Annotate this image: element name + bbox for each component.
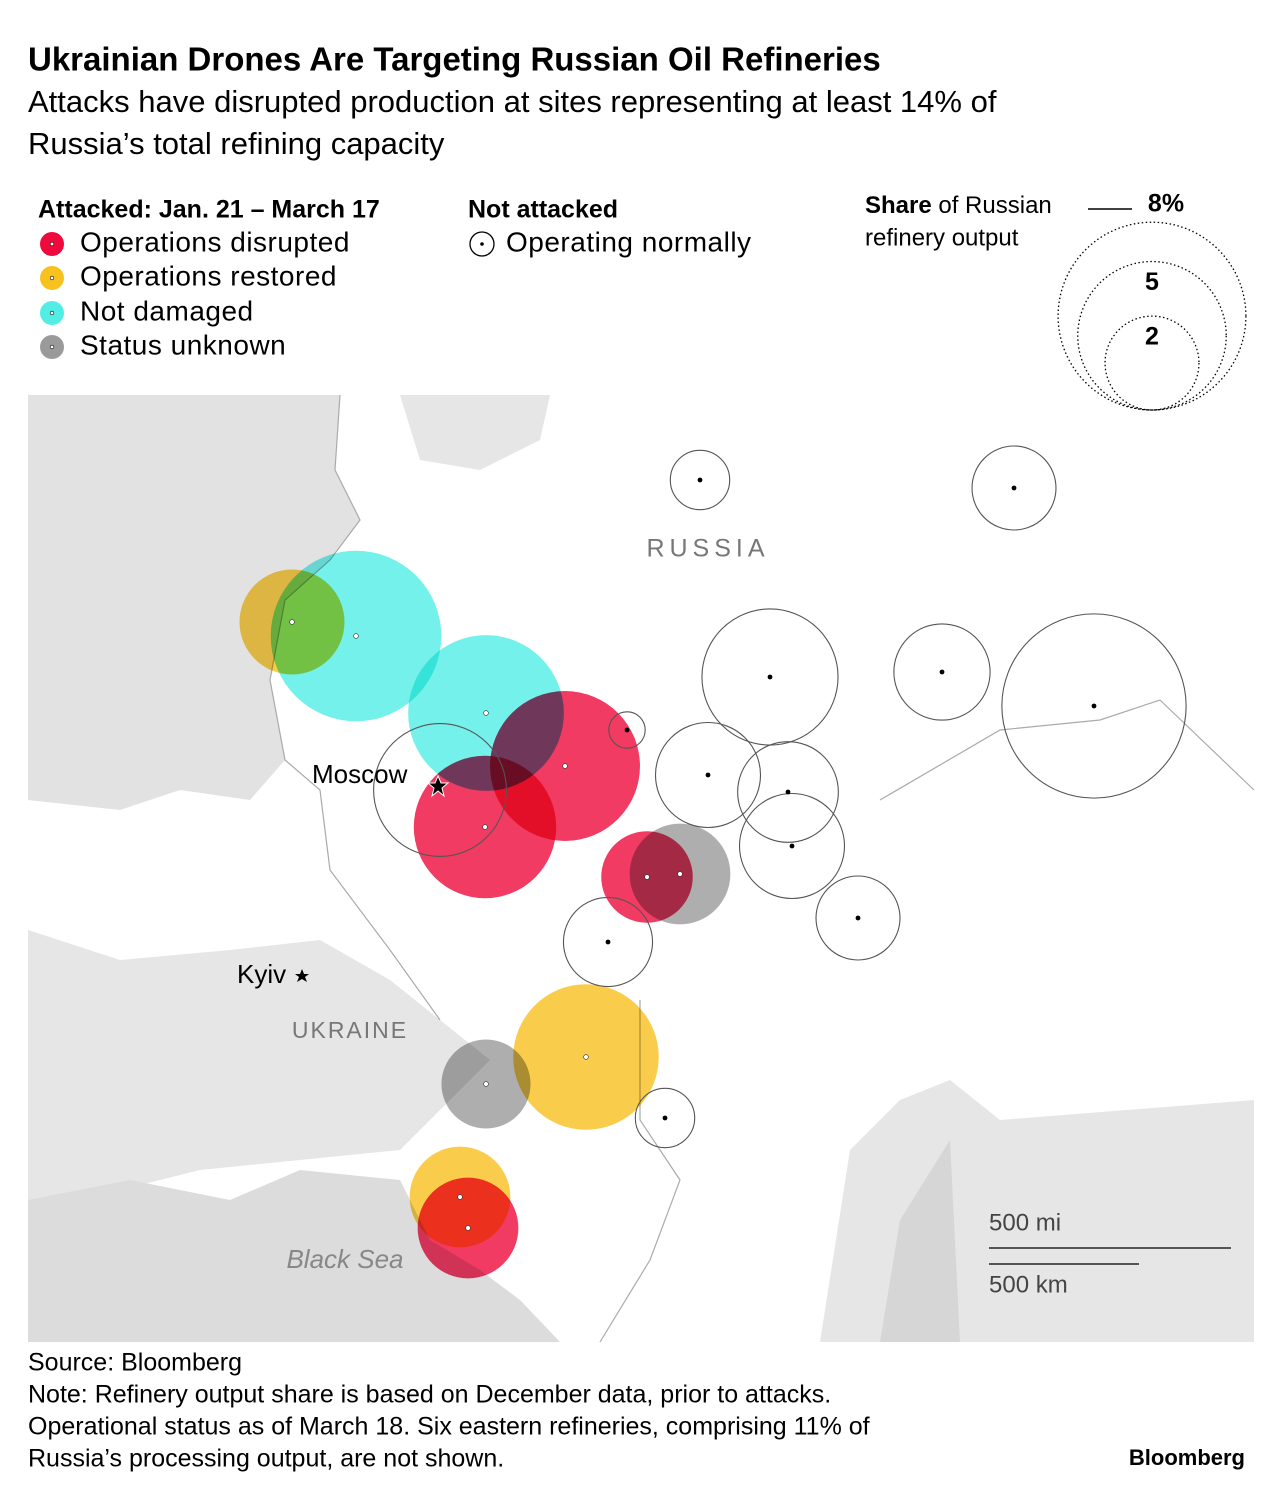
refinery-dot bbox=[353, 633, 359, 639]
refinery-dot bbox=[1091, 703, 1097, 709]
map-label: RUSSIA bbox=[646, 535, 769, 563]
map-label: UKRAINE bbox=[292, 1017, 408, 1043]
note: Operational status as of March 18. Six e… bbox=[28, 1413, 870, 1441]
refinery-bubble bbox=[971, 445, 1057, 531]
refinery-dot bbox=[785, 789, 791, 795]
subtitle: Russia’s total refining capacity bbox=[28, 126, 445, 161]
refinery-bubble bbox=[815, 875, 901, 961]
refinery-bubble bbox=[893, 623, 991, 721]
legend-label: Operating normally bbox=[506, 226, 752, 257]
refinery-dot bbox=[605, 939, 611, 945]
size-legend-title-rest: of Russian bbox=[938, 192, 1051, 219]
note: Note: Refinery output share is based on … bbox=[28, 1381, 831, 1409]
map-label: Kyiv bbox=[237, 959, 286, 989]
legend-dot bbox=[49, 275, 55, 281]
size-legend-label: 5 bbox=[1145, 268, 1159, 296]
size-legend-title: refinery output bbox=[865, 224, 1019, 251]
size-legend-label: 2 bbox=[1145, 323, 1159, 351]
refinery-dot bbox=[939, 669, 945, 675]
refinery-dot bbox=[457, 1194, 463, 1200]
refinery-dot bbox=[562, 763, 568, 769]
refinery-bubble bbox=[654, 721, 762, 829]
refinery-dot bbox=[289, 619, 295, 625]
refinery-dot bbox=[662, 1115, 668, 1121]
refinery-bubble bbox=[608, 711, 646, 749]
capital-marker bbox=[426, 774, 450, 798]
size-legend-label: 8% bbox=[1148, 190, 1184, 218]
legend-heading: Not attacked bbox=[468, 196, 618, 224]
refinery-dot bbox=[705, 772, 711, 778]
capital-marker bbox=[295, 969, 309, 982]
refinery-dot bbox=[644, 874, 650, 880]
legend-label: Not damaged bbox=[80, 295, 254, 326]
scale-label: 500 mi bbox=[989, 1209, 1061, 1236]
refinery-bubble bbox=[1001, 613, 1187, 799]
refinery-dot bbox=[483, 1081, 489, 1087]
legend-dot bbox=[480, 242, 484, 246]
refinery-bubble bbox=[562, 896, 654, 988]
refinery-dot bbox=[583, 1054, 589, 1060]
refinery-dot bbox=[697, 477, 703, 483]
size-legend-circle bbox=[1104, 315, 1200, 411]
refinery-dot bbox=[1011, 485, 1017, 491]
map-background bbox=[28, 394, 1255, 1343]
refinery-bubble bbox=[669, 449, 731, 511]
size-legend-title-bold: Share bbox=[865, 192, 932, 219]
refinery-dot bbox=[465, 1225, 471, 1231]
legend-label: Operations disrupted bbox=[80, 226, 350, 257]
legend-dot bbox=[49, 310, 55, 316]
refinery-bubble bbox=[737, 741, 839, 843]
refinery-dot bbox=[624, 727, 630, 733]
legend-label: Operations restored bbox=[80, 260, 337, 291]
size-legend: 8% 5 2 bbox=[1057, 190, 1247, 411]
source: Source: Bloomberg bbox=[28, 1349, 242, 1377]
subtitle: Attacks have disrupted production at sit… bbox=[28, 84, 997, 119]
legend-label: Status unknown bbox=[80, 329, 286, 360]
map-label: Moscow bbox=[312, 759, 408, 789]
size-legend-circle bbox=[1077, 260, 1227, 411]
scale-label: 500 km bbox=[989, 1271, 1068, 1298]
legend-dot bbox=[49, 344, 55, 350]
refinery-dot bbox=[482, 824, 488, 830]
title: Ukrainian Drones Are Targeting Russian O… bbox=[28, 41, 881, 78]
size-legend-circle bbox=[1057, 221, 1247, 411]
refinery-dot bbox=[855, 915, 861, 921]
refinery-dot bbox=[789, 843, 795, 849]
map-label: Black Sea bbox=[286, 1244, 403, 1274]
refinery-bubble bbox=[738, 792, 846, 900]
refinery-dot bbox=[767, 674, 773, 680]
refinery-bubble bbox=[373, 723, 507, 857]
legend-heading: Attacked: Jan. 21 – March 17 bbox=[38, 196, 380, 224]
refinery-dot bbox=[677, 871, 683, 877]
refineries bbox=[239, 445, 1187, 1279]
legend-dot bbox=[49, 241, 55, 247]
refinery-dot bbox=[483, 710, 489, 716]
note: Russia’s processing output, are not show… bbox=[28, 1445, 504, 1473]
refinery-bubble bbox=[634, 1087, 696, 1149]
size-legend-title: Share of Russian bbox=[865, 192, 1052, 219]
brand: Bloomberg bbox=[1129, 1445, 1245, 1470]
